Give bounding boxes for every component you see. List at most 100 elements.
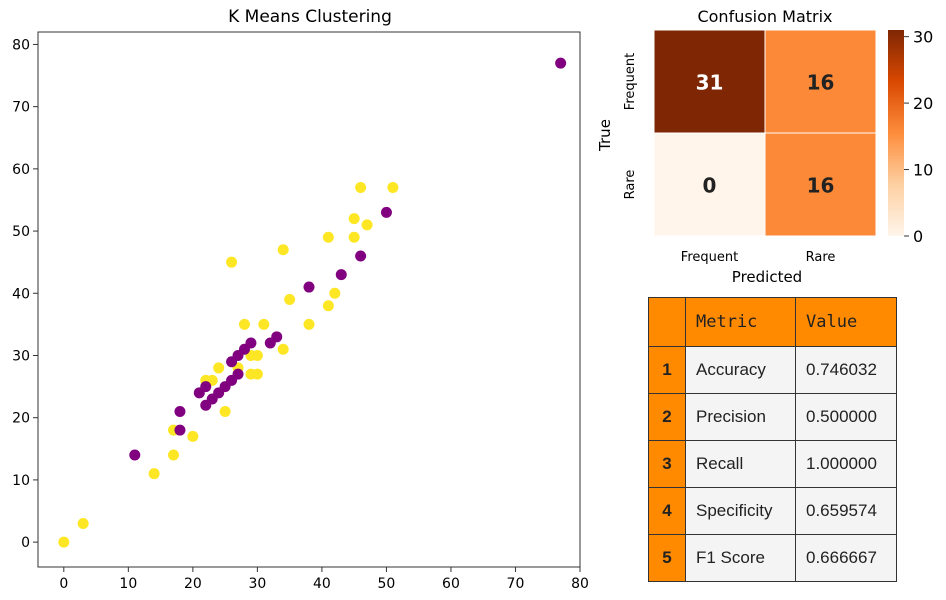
metrics-row: 3 Recall 1.000000 [648, 440, 897, 488]
y-tick-label: 0 [21, 535, 30, 551]
scatter-point-cluster-0 [226, 256, 238, 268]
row-index: 2 [648, 393, 686, 441]
scatter-point-cluster-0 [219, 405, 231, 417]
y-tick-label: 30 [12, 348, 30, 364]
scatter-point-cluster-1 [303, 281, 315, 293]
scatter-point-cluster-1 [129, 449, 141, 461]
scatter-point-cluster-0 [238, 318, 250, 330]
row-index: 3 [648, 440, 686, 488]
cm-x-category-label: Rare [806, 250, 836, 265]
cm-ylabel: True [596, 119, 614, 152]
kmeans-scatter-chart: K Means Clustering 0 10 20 30 40 50 60 70 80 0 10 2… [12, 7, 589, 592]
metrics-row: 2 Precision 0.500000 [648, 393, 897, 441]
scatter-point-cluster-0 [355, 182, 367, 194]
metric-name: F1 Score [685, 534, 796, 582]
scatter-point-cluster-1 [380, 206, 392, 218]
scatter-title: K Means Clustering [228, 7, 392, 27]
scatter-point-cluster-0 [361, 219, 373, 231]
scatter-point-cluster-0 [284, 294, 296, 305]
scatter-point-cluster-0 [277, 244, 289, 256]
scatter-point-cluster-1 [335, 269, 347, 281]
scatter-point-cluster-0 [77, 517, 89, 529]
colorbar-tick-label: 0 [913, 227, 923, 246]
scatter-point-cluster-1 [245, 337, 257, 349]
scatter-point-cluster-0 [322, 300, 334, 312]
cm-y-category-label: Rare [623, 170, 638, 200]
scatter-plot-area [37, 31, 581, 568]
scatter-point-cluster-0 [251, 349, 263, 361]
cm-y-category-label: Frequent [623, 53, 638, 110]
scatter-point-cluster-0 [58, 536, 70, 548]
cm-cell-value: 16 [807, 174, 835, 198]
cm-x-category-label: Frequent [681, 250, 738, 265]
scatter-point-cluster-0 [258, 318, 270, 330]
x-tick-label: 0 [59, 576, 68, 592]
metrics-row: 4 Specificity 0.659574 [648, 487, 897, 535]
row-index: 1 [648, 346, 686, 394]
scatter-point-cluster-0 [348, 231, 360, 243]
x-tick-label: 50 [378, 576, 396, 592]
metric-value: 0.666667 [795, 534, 897, 582]
metric-name: Accuracy [685, 346, 796, 394]
scatter-point-cluster-1 [555, 57, 567, 69]
metric-name: Precision [685, 393, 796, 441]
cm-cell-value: 16 [807, 71, 835, 95]
header-metric: Metric [685, 297, 796, 347]
scatter-point-cluster-0 [348, 213, 360, 225]
scatter-point-cluster-0 [251, 368, 263, 380]
x-tick-label: 70 [507, 576, 525, 592]
header-index [648, 297, 686, 347]
colorbar [888, 30, 904, 236]
scatter-point-cluster-0 [329, 287, 341, 299]
cm-cell [764, 29, 877, 134]
scatter-point-cluster-1 [200, 381, 212, 393]
metrics-row: 1 Accuracy 0.746032 [648, 346, 897, 394]
header-value: Value [795, 297, 897, 347]
scatter-point-cluster-0 [187, 430, 199, 442]
scatter-point-cluster-0 [168, 449, 179, 461]
scatter-point-cluster-1 [355, 250, 367, 262]
metric-name: Specificity [685, 487, 796, 535]
metrics-header-row: Metric Value [648, 297, 897, 347]
scatter-point-cluster-0 [322, 231, 334, 243]
x-tick-label: 10 [119, 576, 137, 592]
metrics-table: Metric Value 1 Accuracy 0.746032 2 Preci… [648, 297, 897, 582]
y-tick-label: 20 [12, 411, 30, 427]
metric-value: 0.746032 [795, 346, 897, 394]
scatter-point-cluster-0 [303, 318, 315, 330]
metric-value: 0.500000 [795, 393, 897, 441]
row-index: 4 [648, 487, 686, 535]
scatter-point-cluster-0 [148, 468, 160, 480]
scatter-point-cluster-0 [213, 362, 225, 374]
cm-cell-value: 31 [696, 71, 724, 95]
cm-xlabel: Predicted [732, 268, 802, 286]
x-tick-label: 60 [442, 576, 460, 592]
cm-title: Confusion Matrix [697, 7, 832, 26]
colorbar-tick-label: 10 [913, 161, 933, 180]
x-tick-label: 30 [248, 576, 266, 592]
y-tick-label: 10 [12, 473, 30, 489]
x-tick-label: 20 [184, 576, 202, 592]
scatter-point-cluster-1 [174, 405, 186, 417]
y-tick-label: 70 [12, 100, 30, 116]
scatter-point-cluster-1 [174, 424, 186, 436]
y-tick-label: 50 [12, 224, 30, 240]
colorbar-tick-label: 30 [913, 28, 933, 47]
row-index: 5 [648, 534, 686, 582]
colorbar-tick-label: 20 [913, 94, 933, 113]
y-tick-label: 80 [12, 37, 30, 53]
scatter-point-cluster-1 [232, 368, 244, 380]
cm-cell-value: 0 [703, 174, 717, 198]
y-tick-label: 60 [12, 162, 30, 178]
metric-value: 1.000000 [795, 440, 897, 488]
scatter-point-cluster-1 [271, 331, 283, 343]
x-tick-label: 80 [571, 576, 589, 592]
x-tick-label: 40 [313, 576, 331, 592]
cm-cell [653, 132, 766, 237]
scatter-point-cluster-0 [277, 343, 289, 355]
confusion-matrix-chart: Confusion Matrix 31 16 0 16 Frequent Rare Fre… [596, 7, 933, 286]
cm-cell [653, 29, 766, 134]
metrics-row: 5 F1 Score 0.666667 [648, 534, 897, 582]
metric-value: 0.659574 [795, 487, 897, 535]
cm-cell [764, 132, 877, 237]
